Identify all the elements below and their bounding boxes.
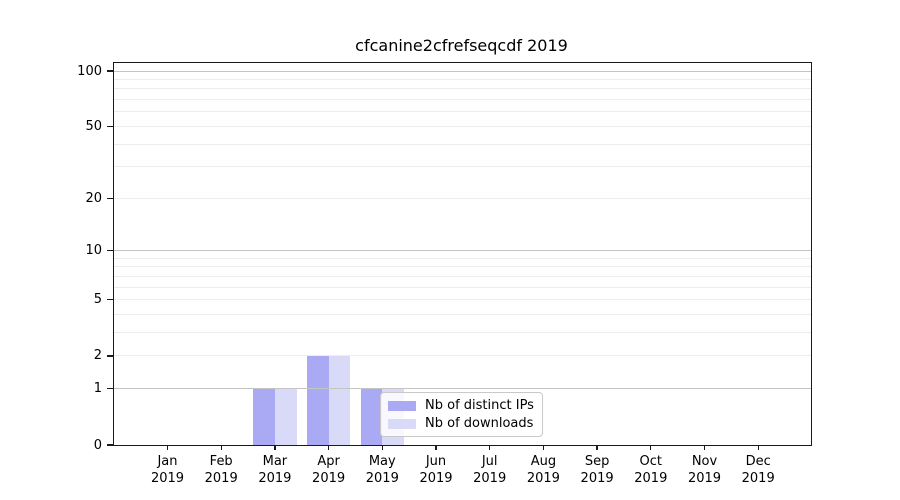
x-tick-year-jun: 2019 bbox=[419, 471, 453, 486]
gridline-minor-8 bbox=[114, 266, 811, 268]
x-tick-label-feb: Feb 2019 bbox=[189, 453, 253, 487]
x-tick-oct bbox=[650, 445, 652, 450]
legend-label-downloads: Nb of downloads bbox=[425, 416, 534, 431]
x-tick-jun bbox=[435, 445, 437, 450]
y-tick-label-1: 1 bbox=[93, 381, 102, 397]
legend-swatch-downloads bbox=[388, 418, 416, 429]
y-tick-10 bbox=[107, 250, 113, 252]
y-tick-label-50: 50 bbox=[85, 118, 102, 134]
x-tick-label-jan: Jan 2019 bbox=[136, 453, 200, 487]
x-tick-year-feb: 2019 bbox=[204, 471, 238, 486]
x-tick-year-mar: 2019 bbox=[258, 471, 292, 486]
bar-nb-of-distinct-ips-may bbox=[360, 388, 383, 445]
gridline-major-5 bbox=[114, 299, 811, 301]
x-tick-label-oct: Oct 2019 bbox=[619, 453, 683, 487]
x-tick-label-mar: Mar 2019 bbox=[243, 453, 307, 487]
x-tick-label-apr: Apr 2019 bbox=[297, 453, 361, 487]
gridline-minor-3 bbox=[114, 332, 811, 334]
y-tick-label-5: 5 bbox=[93, 292, 102, 308]
x-tick-sep bbox=[596, 445, 598, 450]
y-tick-5 bbox=[107, 299, 113, 301]
x-tick-year-nov: 2019 bbox=[687, 471, 722, 486]
plot-area: 0 1 2 5 10 20 50 100 Jan 2019 Feb 2019 Mar 2019 Apr 201… bbox=[77, 62, 812, 486]
x-tick-year-dec: 2019 bbox=[741, 471, 775, 486]
gridline-minor-7 bbox=[114, 275, 811, 277]
x-tick-year-sep: 2019 bbox=[580, 471, 614, 486]
x-tick-label-nov: Nov 2019 bbox=[673, 453, 737, 487]
gridline-minor-80 bbox=[114, 88, 811, 90]
y-tick-0 bbox=[107, 444, 113, 446]
x-tick-apr bbox=[327, 445, 330, 450]
gridline-minor-30 bbox=[114, 166, 811, 168]
x-tick-label-sep: Sep 2019 bbox=[565, 453, 629, 487]
legend-swatch-distinct-ips bbox=[388, 400, 416, 411]
y-tick-label-0: 0 bbox=[93, 437, 102, 453]
x-tick-mar bbox=[274, 445, 276, 450]
y-tick-20 bbox=[107, 197, 113, 199]
legend-entry-distinct-ips: Nb of distinct IPs bbox=[388, 398, 535, 413]
gridline-major-2 bbox=[114, 355, 811, 357]
x-tick-aug bbox=[542, 445, 545, 450]
gridline-major-20 bbox=[114, 197, 811, 199]
x-tick-year-may: 2019 bbox=[365, 471, 399, 486]
x-tick-may bbox=[381, 445, 383, 450]
y-tick-label-2: 2 bbox=[93, 348, 102, 364]
gridline-minor-40 bbox=[114, 143, 811, 145]
gridline-minor-9 bbox=[114, 257, 811, 259]
y-tick-2 bbox=[107, 355, 113, 357]
gridline-major-10 bbox=[114, 250, 811, 252]
x-tick-label-may: May 2019 bbox=[350, 453, 414, 487]
legend-label-distinct-ips: Nb of distinct IPs bbox=[425, 398, 534, 413]
bar-nb-of-distinct-ips-apr bbox=[306, 355, 329, 445]
y-tick-100 bbox=[107, 70, 113, 72]
bar-nb-of-distinct-ips-mar bbox=[253, 388, 275, 445]
legend-entry-downloads: Nb of downloads bbox=[388, 416, 535, 431]
y-tick-label-20: 20 bbox=[85, 190, 102, 206]
gridline-minor-70 bbox=[114, 99, 811, 101]
y-tick-50 bbox=[107, 125, 113, 128]
chart-title: cfcanine2cfrefseqcdf 2019 bbox=[355, 36, 568, 55]
x-tick-feb bbox=[220, 445, 222, 450]
y-tick-1 bbox=[107, 388, 113, 390]
x-tick-nov bbox=[703, 445, 706, 450]
x-tick-year-oct: 2019 bbox=[634, 471, 668, 486]
gridline-major-100 bbox=[114, 70, 811, 72]
y-tick-label-10: 10 bbox=[85, 243, 102, 259]
x-tick-year-aug: 2019 bbox=[526, 471, 560, 486]
gridline-minor-90 bbox=[114, 78, 811, 80]
bar-nb-of-downloads-mar bbox=[274, 388, 297, 445]
x-tick-dec bbox=[757, 445, 759, 450]
gridline-major-50 bbox=[114, 125, 811, 127]
legend: Nb of distinct IPs Nb of downloads bbox=[380, 392, 543, 437]
x-tick-label-jul: Jul 2019 bbox=[458, 453, 522, 487]
gridline-minor-60 bbox=[114, 111, 811, 113]
gridline-major-1 bbox=[114, 388, 811, 390]
x-tick-label-aug: Aug 2019 bbox=[511, 453, 575, 487]
x-tick-jul bbox=[489, 445, 491, 450]
x-tick-year-jul: 2019 bbox=[473, 471, 507, 486]
bar-nb-of-downloads-apr bbox=[328, 355, 351, 445]
x-tick-year-apr: 2019 bbox=[312, 471, 346, 486]
gridline-minor-4 bbox=[114, 314, 811, 316]
x-tick-label-dec: Dec 2019 bbox=[726, 453, 790, 487]
x-tick-label-jun: Jun 2019 bbox=[404, 453, 468, 487]
x-tick-jan bbox=[166, 445, 169, 450]
x-tick-year-jan: 2019 bbox=[150, 471, 185, 486]
y-tick-label-100: 100 bbox=[77, 63, 102, 79]
gridline-minor-6 bbox=[114, 286, 811, 288]
